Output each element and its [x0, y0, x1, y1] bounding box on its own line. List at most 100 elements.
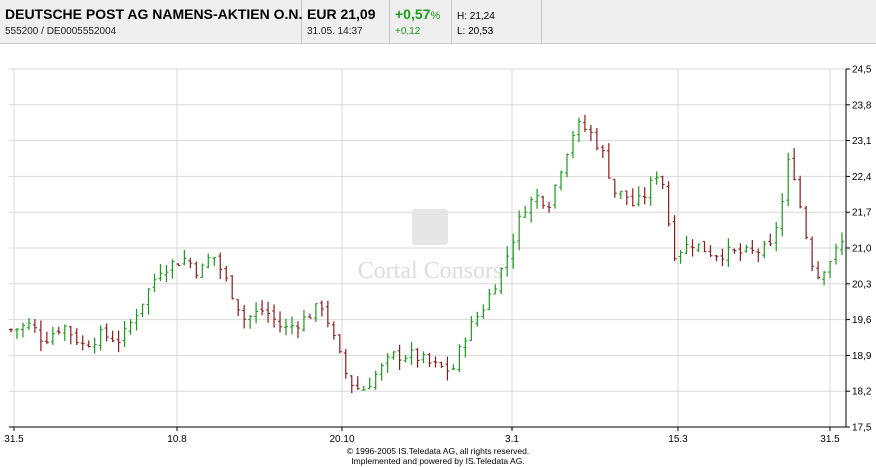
- ohlc-bar: [295, 321, 300, 339]
- ohlc-bar: [828, 260, 833, 279]
- ohlc-bar: [582, 114, 587, 132]
- x-tick-label: 10.8: [167, 434, 187, 445]
- ohlc-bar: [810, 236, 815, 272]
- ohlc-bar: [260, 300, 265, 316]
- ohlc-bar: [319, 300, 324, 317]
- ohlc-bar: [840, 232, 844, 256]
- day-high: H: 21,24: [457, 11, 495, 22]
- ohlc-bar: [188, 257, 193, 269]
- y-tick-label: 23,8: [852, 100, 872, 111]
- ohlc-bar: [254, 302, 259, 324]
- ohlc-bar: [349, 375, 354, 394]
- ohlc-bar: [236, 299, 241, 317]
- ohlc-bar: [104, 323, 109, 342]
- ohlc-bar: [80, 335, 85, 351]
- ohlc-bar: [50, 326, 55, 345]
- ohlc-bar: [284, 318, 289, 336]
- ohlc-bar: [624, 190, 629, 206]
- ohlc-bar: [457, 344, 462, 373]
- ohlc-bar: [439, 361, 444, 368]
- quote-header: DEUTSCHE POST AG NAMENS-AKTIEN O.N. 5552…: [0, 0, 876, 44]
- y-tick-label: 24,5: [852, 65, 872, 76]
- ohlc-bar: [182, 249, 187, 266]
- ohlc-bar: [38, 320, 43, 352]
- ohlc-bar: [816, 261, 821, 280]
- ohlc-bar: [541, 195, 546, 209]
- x-tick-label: 31.5: [820, 434, 840, 445]
- ohlc-bar: [762, 240, 767, 259]
- ohlc-bar: [272, 304, 277, 328]
- ohlc-bar: [708, 245, 713, 257]
- ohlc-bar: [421, 351, 426, 364]
- ohlc-bar: [212, 256, 217, 266]
- ohlc-bar: [786, 152, 791, 207]
- ohlc-bar: [547, 201, 552, 213]
- change-cell: +0,57% +0,12: [390, 0, 452, 43]
- last-price: EUR 21,09: [307, 6, 376, 22]
- ohlc-bar: [714, 254, 719, 262]
- ohlc-bar: [529, 196, 534, 223]
- x-tick-label: 31.5: [4, 434, 24, 445]
- ohlc-bar: [152, 273, 157, 292]
- ohlc-bar: [792, 148, 797, 181]
- day-low: L: 20,53: [457, 26, 494, 37]
- ohlc-bar: [481, 304, 486, 319]
- ohlc-bar: [672, 215, 677, 262]
- ohlc-bar: [427, 353, 432, 368]
- ohlc-bar: [14, 328, 19, 339]
- ohlc-bar: [242, 304, 247, 329]
- ohlc-bar: [732, 248, 737, 254]
- ohlc-bar: [588, 124, 593, 142]
- ohlc-bar: [804, 205, 809, 240]
- ohlc-bar: [98, 325, 103, 351]
- ohlc-bar: [505, 246, 510, 277]
- ohlc-bar: [170, 259, 175, 279]
- ohlc-bar: [289, 316, 294, 335]
- ohlc-bar: [385, 353, 390, 373]
- ohlc-bar: [68, 326, 73, 345]
- ohlc-bar: [116, 330, 121, 353]
- ohlc-bar: [559, 170, 564, 191]
- watermark-tree-icon: [412, 209, 448, 245]
- ohlc-bar: [469, 316, 474, 341]
- ohlc-bar: [750, 240, 755, 255]
- ohlc-bar: [122, 321, 127, 347]
- y-tick-label: 21,0: [852, 244, 872, 255]
- ohlc-bar: [553, 184, 558, 209]
- ohlc-bar: [224, 266, 229, 282]
- ohlc-bar: [463, 337, 468, 358]
- ohlc-bar: [278, 311, 283, 333]
- ohlc-bar: [744, 244, 749, 253]
- ohlc-bar: [600, 145, 605, 159]
- y-tick-label: 18,2: [852, 387, 872, 398]
- ohlc-bar: [325, 300, 330, 328]
- y-tick-label: 17,5: [852, 423, 872, 434]
- ohlc-bar: [343, 348, 348, 379]
- ohlc-bar: [606, 143, 611, 179]
- ohlc-bar: [648, 176, 653, 206]
- watermark-text: Cortal Consors: [358, 258, 503, 284]
- ohlc-bar: [523, 205, 528, 218]
- ohlc-bar: [738, 243, 743, 261]
- ohlc-bar: [660, 175, 665, 189]
- change-percent-unit: %: [430, 10, 441, 22]
- ohlc-bar: [451, 364, 456, 371]
- ohlc-bar: [756, 248, 761, 263]
- chart-grid: [9, 68, 846, 428]
- ohlc-bar: [92, 337, 97, 354]
- ohlc-bar: [696, 243, 701, 253]
- change-percent-value: +0,57: [395, 6, 431, 22]
- ohlc-bar: [690, 239, 695, 257]
- ohlc-bar: [570, 130, 575, 159]
- ohlc-bar: [475, 311, 480, 327]
- ohlc-bar: [630, 188, 635, 207]
- ohlc-bar: [379, 363, 384, 381]
- ohlc-bar: [517, 210, 522, 251]
- price-cell: EUR 21,09 31.05. 14:37: [302, 0, 390, 43]
- copyright-line: © 1996-2005 IS.Teledata AG, all rights r…: [346, 446, 530, 456]
- ohlc-bar: [313, 303, 318, 323]
- y-tick-label: 20,3: [852, 279, 872, 290]
- ohlc-bar: [445, 356, 450, 381]
- ohlc-bar: [56, 326, 61, 335]
- chart-axes: [9, 68, 850, 431]
